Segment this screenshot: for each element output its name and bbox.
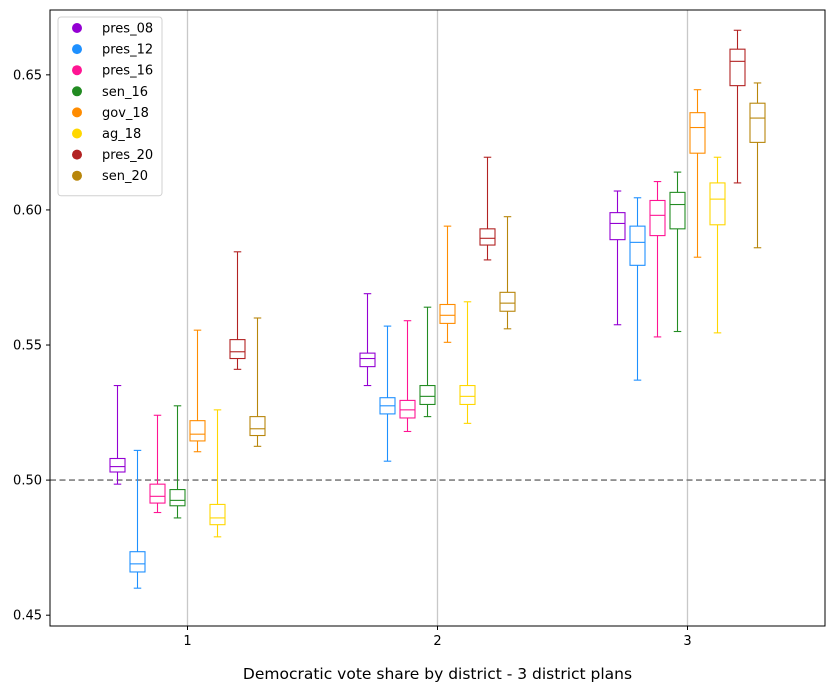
box-pres_12-1	[129, 449, 146, 589]
y-tick-label: 0.55	[13, 339, 42, 354]
vertical-grid-lines	[186, 10, 689, 626]
box-ag_18-3	[709, 156, 726, 334]
box-pres_08-1	[109, 384, 126, 485]
box-pres_20-3	[729, 29, 746, 184]
box-sen_20-1	[249, 317, 266, 447]
box-pres_08-2	[359, 293, 376, 387]
x-tick-label-3: 3	[683, 634, 691, 649]
x-axis-ticks: 1 2 3	[183, 626, 692, 649]
box-iqr	[499, 291, 516, 312]
legend-marker	[72, 23, 82, 33]
legend-item-pres_20: pres_20	[72, 148, 153, 163]
legend-item-sen_16: sen_16	[72, 85, 148, 100]
box-iqr	[399, 399, 416, 419]
x-axis-title: Democratic vote share by district - 3 di…	[243, 665, 632, 683]
box-iqr	[359, 352, 376, 368]
x-tick-label-2: 2	[433, 634, 441, 649]
box-pres_08-3	[609, 190, 626, 326]
box-iqr	[189, 420, 206, 442]
box-layer	[109, 29, 766, 589]
box-iqr	[749, 102, 766, 143]
legend-label: pres_08	[102, 22, 153, 37]
legend-label: sen_20	[102, 169, 148, 184]
box-gov_18-1	[189, 329, 206, 453]
legend-marker	[72, 149, 82, 160]
legend-label: pres_12	[102, 43, 153, 58]
box-iqr	[729, 48, 746, 87]
y-tick-label: 0.65	[13, 68, 42, 83]
legend-item-pres_16: pres_16	[72, 64, 153, 79]
y-tick-label: 0.45	[13, 609, 42, 624]
legend-marker	[72, 128, 82, 139]
box-gov_18-2	[439, 225, 456, 343]
box-iqr	[439, 303, 456, 324]
box-iqr	[459, 384, 476, 406]
box-iqr	[649, 199, 666, 237]
legend-item-ag_18: ag_18	[72, 127, 141, 142]
box-iqr	[689, 112, 706, 154]
box-iqr	[149, 483, 166, 504]
legend-marker	[72, 170, 82, 181]
box-sen_20-3	[749, 82, 766, 249]
box-pres_16-1	[149, 414, 166, 514]
x-tick-label-1: 1	[183, 634, 191, 649]
legend-marker	[72, 107, 82, 118]
legend-marker	[72, 65, 82, 76]
legend-marker	[72, 86, 82, 97]
legend-item-pres_12: pres_12	[72, 43, 153, 58]
y-tick-label: 0.60	[13, 203, 42, 218]
box-gov_18-3	[689, 89, 706, 258]
legend-item-gov_18: gov_18	[72, 106, 149, 121]
box-ag_18-1	[209, 409, 226, 538]
box-pres_12-3	[629, 197, 646, 381]
legend-item-sen_20: sen_20	[72, 169, 148, 184]
legend-label: ag_18	[102, 127, 141, 142]
box-pres_20-2	[479, 156, 496, 261]
legend-label: pres_20	[102, 148, 153, 163]
box-sen_16-2	[419, 306, 436, 418]
y-axis-ticks: 0.45 0.50 0.55 0.60 0.65	[13, 68, 50, 624]
box-iqr	[419, 384, 436, 406]
legend-label: sen_16	[102, 85, 148, 100]
legend-frame	[57, 16, 163, 197]
box-sen_20-2	[499, 216, 516, 330]
legend-item-pres_08: pres_08	[72, 22, 153, 37]
legend: pres_08 pres_12 pres_16 sen_16 gov_18 ag_18pr…	[57, 16, 163, 197]
box-iqr	[169, 489, 186, 507]
box-iqr	[229, 339, 246, 360]
box-ag_18-2	[459, 301, 476, 424]
box-iqr	[249, 416, 266, 437]
box-pres_16-3	[649, 181, 666, 338]
box-pres_20-1	[229, 251, 246, 370]
box-iqr	[709, 182, 726, 226]
box-sen_16-1	[169, 405, 186, 519]
box-iqr	[209, 503, 226, 526]
legend-marker	[72, 44, 82, 55]
legend-label: gov_18	[102, 106, 149, 121]
box-iqr	[129, 551, 146, 573]
box-iqr	[109, 457, 126, 473]
box-iqr	[479, 228, 496, 246]
box-iqr	[609, 212, 626, 241]
box-iqr	[669, 191, 686, 230]
box-sen_16-3	[669, 171, 686, 333]
legend-label: pres_16	[102, 64, 153, 79]
box-iqr	[629, 225, 646, 266]
y-tick-label: 0.50	[13, 474, 42, 489]
box-pres_12-2	[379, 325, 396, 462]
box-pres_16-2	[399, 320, 416, 433]
